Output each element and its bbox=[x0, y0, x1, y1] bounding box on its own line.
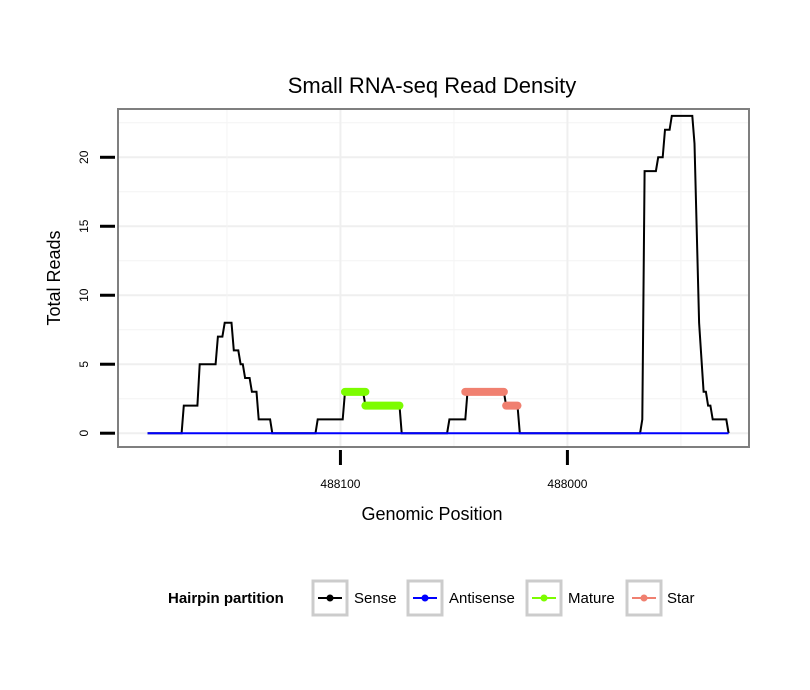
y-tick-label: 5 bbox=[77, 361, 91, 368]
y-tick-label: 15 bbox=[77, 219, 91, 233]
legend-key-mature bbox=[525, 579, 563, 617]
legend-label-antisense: Antisense bbox=[449, 590, 515, 607]
legend: Hairpin partition Sense Antisense Mature St… bbox=[168, 579, 695, 617]
chart-title: Small RNA-seq Read Density bbox=[288, 73, 577, 98]
legend-title: Hairpin partition bbox=[168, 590, 284, 607]
plot-border bbox=[117, 108, 750, 448]
legend-item-mature: Mature bbox=[525, 579, 615, 617]
legend-item-antisense: Antisense bbox=[406, 579, 515, 617]
legend-key-point-sense bbox=[326, 594, 334, 602]
y-tick-label: 20 bbox=[77, 150, 91, 164]
series-sense-line bbox=[147, 114, 730, 435]
legend-label-star: Star bbox=[667, 590, 695, 607]
x-tick-label: 488000 bbox=[547, 477, 587, 491]
legend-key-point-antisense bbox=[421, 594, 429, 602]
plot-panel bbox=[118, 109, 749, 447]
y-tick-label: 10 bbox=[77, 288, 91, 302]
x-axis-title: Genomic Position bbox=[361, 504, 502, 524]
legend-label-sense: Sense bbox=[354, 590, 397, 607]
series-layer bbox=[147, 114, 730, 435]
y-axis-title: Total Reads bbox=[44, 230, 64, 325]
y-axis: 0 5 10 15 20 bbox=[77, 150, 115, 437]
y-tick-label: 0 bbox=[77, 430, 91, 437]
legend-key-point-star bbox=[640, 594, 648, 602]
legend-item-star: Star bbox=[625, 579, 695, 617]
legend-item-sense: Sense bbox=[311, 579, 397, 617]
x-axis: 488100 488000 bbox=[320, 450, 588, 491]
legend-label-mature: Mature bbox=[568, 590, 615, 607]
legend-key-point-mature bbox=[540, 594, 548, 602]
x-tick-label: 488100 bbox=[320, 477, 360, 491]
